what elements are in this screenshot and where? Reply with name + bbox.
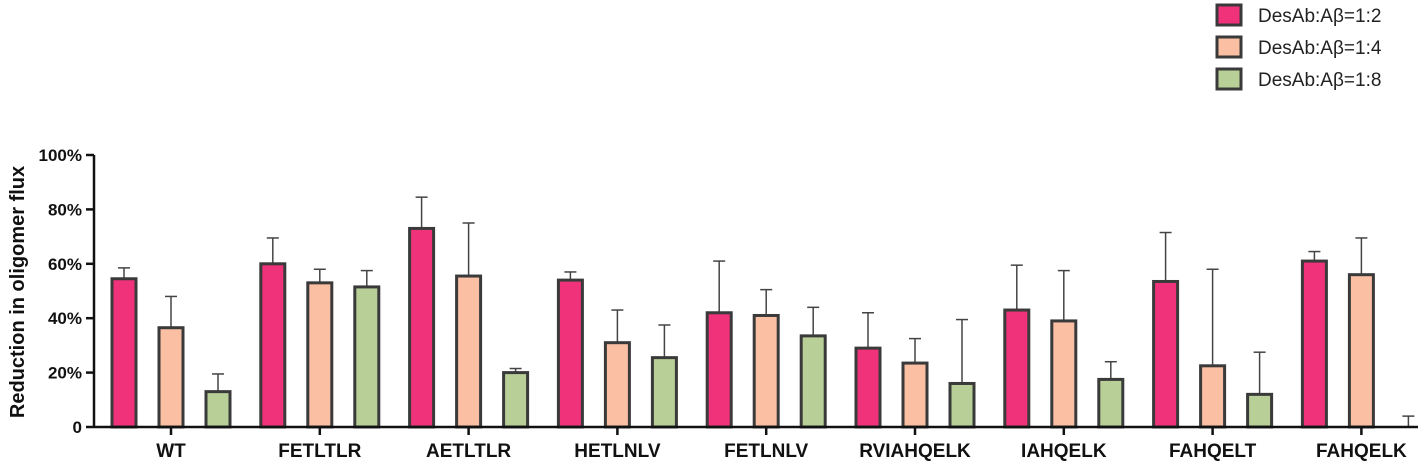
- x-tick-label: WT: [156, 441, 186, 462]
- x-tick-label: HETLNLV: [574, 441, 661, 462]
- x-tick-label: FETLNLV: [724, 441, 808, 462]
- bar: [306, 281, 334, 429]
- bar: [1347, 273, 1375, 429]
- bar: [901, 361, 929, 429]
- bar: [502, 371, 530, 429]
- bar: [1152, 279, 1180, 429]
- y-axis-label: Reduction in oligomer flux: [7, 166, 29, 418]
- bar: [705, 311, 733, 429]
- bar: [259, 262, 287, 429]
- x-tick-label: AETLTLR: [426, 441, 511, 462]
- bar: [752, 313, 780, 429]
- bar: [799, 334, 827, 429]
- y-tick-label: 0: [73, 418, 82, 437]
- legend-label: DesAb:Aβ=1:4: [1258, 38, 1382, 59]
- bar: [948, 381, 976, 429]
- x-tick-label: FAHQELT: [1169, 441, 1257, 462]
- bar: [110, 277, 138, 429]
- bar: [854, 346, 882, 429]
- y-tick-label: 60%: [48, 255, 82, 274]
- legend-swatch: [1215, 35, 1243, 59]
- y-tick-label: 100%: [39, 146, 82, 165]
- x-tick-label: FETLTLR: [278, 441, 361, 462]
- y-tick-label: 80%: [48, 200, 82, 219]
- bar: [204, 390, 232, 429]
- bar: [650, 356, 678, 429]
- bar: [408, 226, 436, 429]
- x-tick-label: FAHQELK: [1316, 441, 1407, 462]
- y-tick-label: 20%: [48, 364, 82, 383]
- bar: [1199, 364, 1227, 429]
- bar: [1097, 377, 1125, 429]
- legend: DesAb:Aβ=1:2 DesAb:Aβ=1:4 DesAb:Aβ=1:8: [1215, 3, 1382, 91]
- y-tick-label: 40%: [48, 309, 82, 328]
- bar: [603, 341, 631, 429]
- legend-swatch: [1215, 67, 1243, 91]
- legend-swatch: [1215, 3, 1243, 27]
- bar: [157, 326, 185, 429]
- bar: [556, 278, 584, 429]
- bar: [1300, 259, 1328, 429]
- bar: [353, 285, 381, 429]
- legend-label: DesAb:Aβ=1:8: [1258, 70, 1381, 91]
- bar: [1050, 319, 1078, 429]
- x-tick-label: RVIAHQELK: [859, 441, 971, 462]
- bar: [455, 274, 483, 429]
- bar: [1003, 308, 1031, 429]
- x-tick-label: IAHQELK: [1021, 441, 1107, 462]
- bar: [1246, 392, 1274, 429]
- legend-label: DesAb:Aβ=1:2: [1258, 6, 1381, 27]
